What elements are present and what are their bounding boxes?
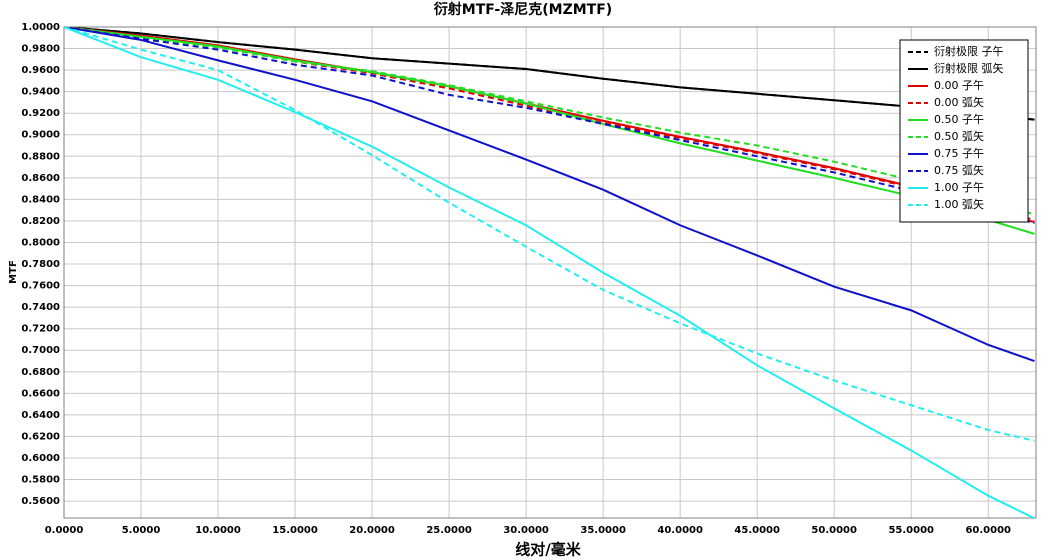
y-tick-label: 1.0000 xyxy=(21,22,60,33)
y-tick-label: 0.6600 xyxy=(21,388,60,399)
x-tick-label: 10.0000 xyxy=(195,525,241,536)
series-line xyxy=(64,27,1035,235)
y-axis-title: MTF xyxy=(8,260,19,284)
y-tick-label: 0.7000 xyxy=(21,345,60,356)
legend-label: 0.50 子午 xyxy=(934,113,984,126)
legend-label: 0.00 弧矢 xyxy=(934,95,984,109)
series-line xyxy=(64,27,1035,225)
y-tick-label: 0.6800 xyxy=(21,367,60,378)
x-tick-label: 40.0000 xyxy=(657,525,703,536)
chart-title: 衍射MTF-泽尼克(MZMTF) xyxy=(433,1,612,18)
y-tick-label: 0.7600 xyxy=(21,281,60,292)
series-line xyxy=(64,27,1035,121)
x-tick-label: 15.0000 xyxy=(272,525,318,536)
series-line xyxy=(64,27,1035,442)
y-tick-label: 0.8400 xyxy=(21,194,60,205)
y-tick-label: 0.9200 xyxy=(21,108,60,119)
y-tick-label: 0.5600 xyxy=(21,496,60,507)
plot-frame xyxy=(63,26,1037,519)
series-line xyxy=(64,27,1035,223)
y-tick-label: 0.8800 xyxy=(21,151,60,162)
y-tick-label: 0.9400 xyxy=(21,87,60,98)
x-tick-label: 60.0000 xyxy=(965,525,1011,536)
x-tick-label: 30.0000 xyxy=(503,525,549,536)
legend-label: 1.00 子午 xyxy=(934,181,984,194)
series-line xyxy=(64,27,1035,362)
y-tick-label: 0.6400 xyxy=(21,410,60,421)
y-tick-label: 0.8000 xyxy=(21,237,60,248)
legend-label: 0.75 弧矢 xyxy=(934,163,984,177)
y-tick-label: 0.6000 xyxy=(21,453,60,464)
x-tick-label: 25.0000 xyxy=(426,525,472,536)
x-tick-label: 35.0000 xyxy=(580,525,626,536)
y-tick-label: 0.7800 xyxy=(21,259,60,270)
series-line xyxy=(64,27,1035,518)
legend-label: 1.00 弧矢 xyxy=(934,197,984,211)
x-tick-label: 0.0000 xyxy=(45,525,84,536)
legend-box xyxy=(899,39,1029,223)
y-tick-label: 0.8200 xyxy=(21,216,60,227)
x-axis-title: 线对/毫米 xyxy=(515,541,581,559)
legend-label: 0.50 弧矢 xyxy=(934,129,984,143)
x-tick-label: 55.0000 xyxy=(888,525,934,536)
y-tick-label: 0.7200 xyxy=(21,324,60,335)
x-tick-label: 20.0000 xyxy=(349,525,395,536)
y-tick-label: 0.5800 xyxy=(21,475,60,486)
x-tick-label: 45.0000 xyxy=(734,525,780,536)
legend-label: 衍射极限 弧矢 xyxy=(934,61,1004,75)
legend-label: 衍射极限 子午 xyxy=(934,44,1004,58)
legend-label: 0.75 子午 xyxy=(934,147,984,160)
y-tick-label: 0.8600 xyxy=(21,173,60,184)
y-tick-label: 0.6200 xyxy=(21,431,60,442)
y-tick-label: 0.9000 xyxy=(21,130,60,141)
x-tick-label: 50.0000 xyxy=(811,525,857,536)
y-tick-label: 0.9600 xyxy=(21,65,60,76)
x-tick-label: 5.0000 xyxy=(122,525,161,536)
y-tick-label: 0.7400 xyxy=(21,302,60,313)
y-tick-label: 0.9800 xyxy=(21,44,60,55)
legend-label: 0.00 子午 xyxy=(934,79,984,92)
